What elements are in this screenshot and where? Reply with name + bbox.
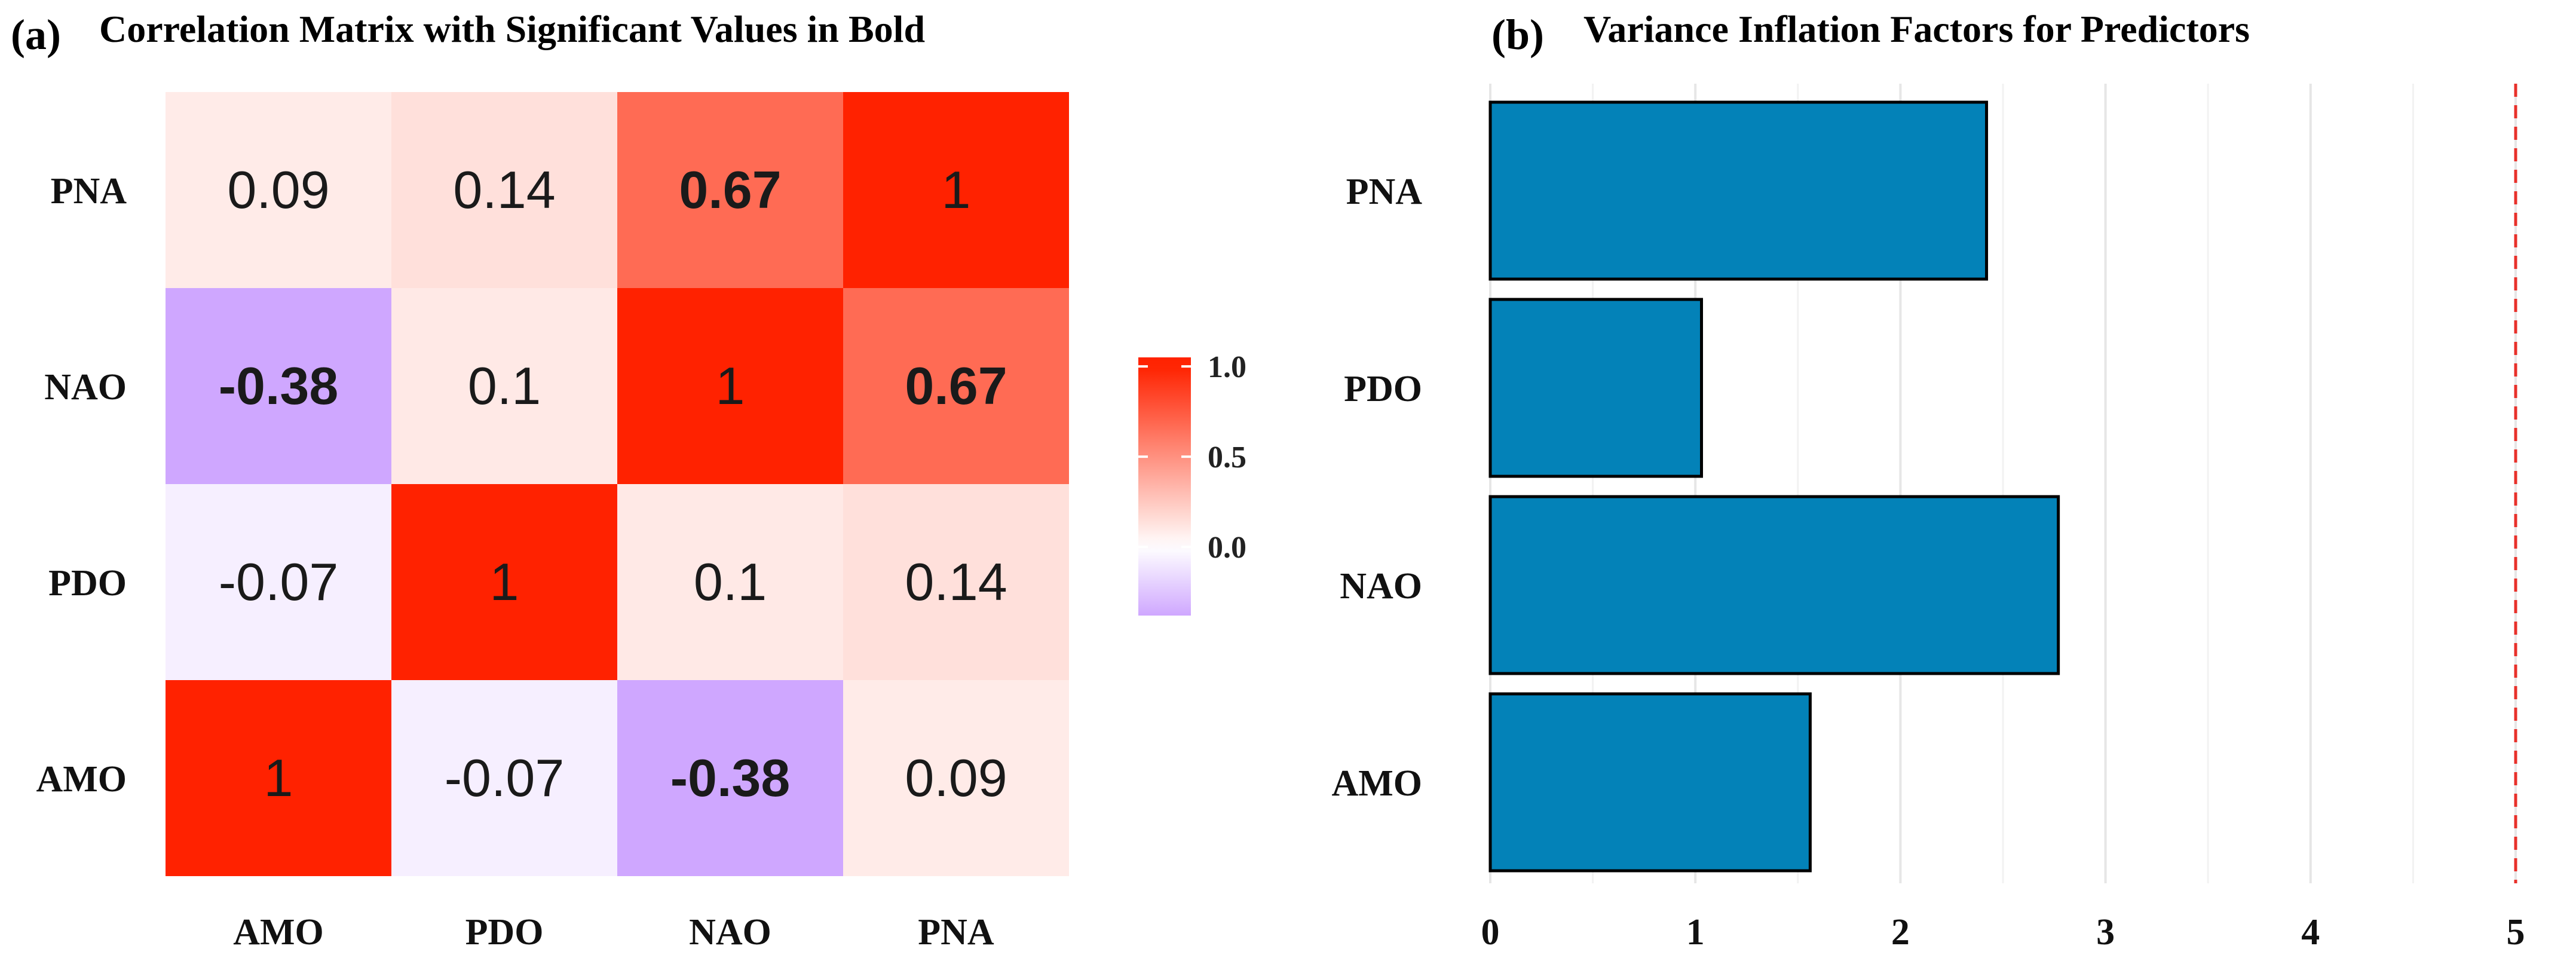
heatmap-cell-value: 1 (490, 552, 519, 611)
heatmap-title: Correlation Matrix with Significant Valu… (99, 8, 925, 50)
vif-y-label: PDO (1344, 369, 1422, 409)
colorbar-tick-label: 1.0 (1208, 350, 1246, 384)
colorbar-tick-label: 0.0 (1208, 531, 1246, 565)
heatmap-cell (617, 680, 843, 876)
heatmap-cell (843, 92, 1069, 288)
colorbar-gradient (1138, 357, 1191, 616)
heatmap-cell-value: 0.1 (694, 552, 767, 611)
colorbar: 1.0 0.5 0.0 (1138, 350, 1246, 616)
vif-x-ticks: 0 1 2 3 4 5 (1481, 912, 2525, 953)
heatmap-cell-value: 1 (264, 748, 293, 807)
heatmap-cell-value: 0.14 (453, 160, 555, 219)
vif-bar (1488, 692, 1812, 873)
vif-x-tick-label: 2 (1891, 912, 1910, 953)
heatmap-cell (843, 680, 1069, 876)
heatmap-cell-value: 1 (942, 160, 971, 219)
heatmap-x-labels: AMO PDO NAO PNA (233, 912, 994, 953)
heatmap-cell (391, 680, 617, 876)
heatmap-cell-value: 0.67 (905, 356, 1007, 415)
vif-y-label: AMO (1331, 763, 1422, 804)
heatmap-cell (391, 92, 617, 288)
vif-x-tick-label: 4 (2301, 912, 2320, 953)
heatmap-y-label: PDO (48, 563, 127, 604)
vif-bar (1488, 495, 2060, 675)
heatmap-cell-value: 0.1 (468, 356, 541, 415)
heatmap-cell (166, 680, 391, 876)
heatmap-cell (617, 484, 843, 680)
heatmap-y-labels: PNA NAO PDO AMO (36, 171, 127, 800)
heatmap-cell (166, 288, 391, 484)
heatmap-cell (166, 92, 391, 288)
colorbar-tick-label: 0.5 (1208, 440, 1246, 475)
vif-y-label: NAO (1340, 566, 1422, 607)
vif-title: Variance Inflation Factors for Predictor… (1583, 8, 2250, 50)
heatmap-cell-value: -0.38 (219, 356, 339, 415)
vif-x-tick-label: 5 (2507, 912, 2525, 953)
panel-a-label: (a) (11, 11, 61, 59)
vif-x-tick-label: 1 (1686, 912, 1705, 953)
heatmap-cell-value: -0.38 (670, 748, 791, 807)
heatmap-y-label: AMO (36, 759, 127, 800)
heatmap-y-label: NAO (44, 367, 127, 408)
heatmap-cell (391, 288, 617, 484)
heatmap-cell (617, 92, 843, 288)
vif-bar (1488, 298, 1703, 478)
panel-b-label: (b) (1491, 11, 1544, 59)
heatmap-cell-value: 1 (716, 356, 745, 415)
heatmap-y-label: PNA (51, 171, 127, 212)
vif-y-label: PNA (1346, 172, 1423, 212)
heatmap-cell-value: -0.07 (445, 748, 565, 807)
heatmap-cell-value: 0.67 (679, 160, 781, 219)
heatmap-panel: (a) Correlation Matrix with Significant … (11, 8, 1246, 953)
heatmap-cell (617, 288, 843, 484)
vif-bars (1488, 100, 2060, 873)
heatmap-cell (843, 484, 1069, 680)
vif-x-tick-label: 3 (2096, 912, 2115, 953)
heatmap-cell (391, 484, 617, 680)
heatmap-x-label: PDO (465, 912, 544, 953)
heatmap-cells: 0.09 0.14 0.67 1 -0.38 0.1 1 0.67 -0.07 1 0.1 0.14 1… (166, 92, 1069, 876)
heatmap-cell-value: -0.07 (219, 552, 339, 611)
heatmap-cell (166, 484, 391, 680)
heatmap-cell (843, 288, 1069, 484)
heatmap-cell-value: 0.14 (905, 552, 1007, 611)
vif-y-labels: PNA PDO NAO AMO (1331, 172, 1422, 804)
heatmap-x-label: AMO (233, 912, 324, 953)
vif-x-tick-label: 0 (1481, 912, 1500, 953)
vif-bar (1488, 100, 1989, 281)
heatmap-x-label: PNA (918, 912, 994, 953)
heatmap-cell-value: 0.09 (905, 748, 1007, 807)
vif-panel: (b) Variance Inflation Factors for Predi… (1331, 8, 2525, 953)
heatmap-cell-value: 0.09 (227, 160, 329, 219)
heatmap-x-label: NAO (689, 912, 771, 953)
